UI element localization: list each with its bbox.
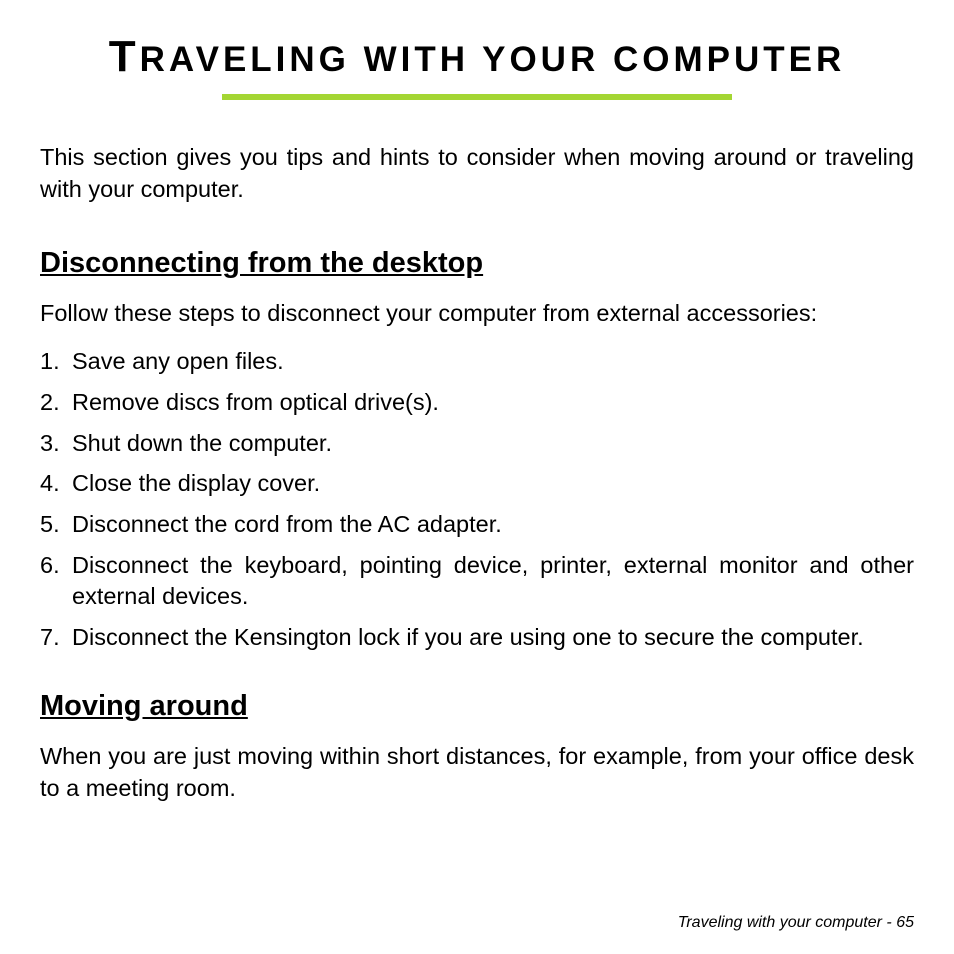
step-item: Save any open files. [40,346,914,378]
steps-list: Save any open files. Remove discs from o… [40,346,914,654]
section-heading-disconnecting: Disconnecting from the desktop [40,247,914,280]
page-footer: Traveling with your computer - 65 [678,914,914,932]
step-item: Disconnect the Kensington lock if you ar… [40,622,914,654]
step-item: Shut down the computer. [40,428,914,460]
section-intro-disconnecting: Follow these steps to disconnect your co… [40,298,914,330]
step-item: Remove discs from optical drive(s). [40,387,914,419]
step-item: Disconnect the keyboard, pointing device… [40,550,914,613]
section-intro-moving: When you are just moving within short di… [40,741,914,804]
title-underline [222,94,732,100]
intro-paragraph: This section gives you tips and hints to… [40,142,914,205]
step-item: Close the display cover. [40,468,914,500]
section-heading-moving: Moving around [40,690,914,723]
title-rest: RAVELING WITH YOUR COMPUTER [140,40,846,79]
step-item: Disconnect the cord from the AC adapter. [40,509,914,541]
title-first-letter: T [109,32,140,81]
page-title: TRAVELING WITH YOUR COMPUTER [40,32,914,82]
